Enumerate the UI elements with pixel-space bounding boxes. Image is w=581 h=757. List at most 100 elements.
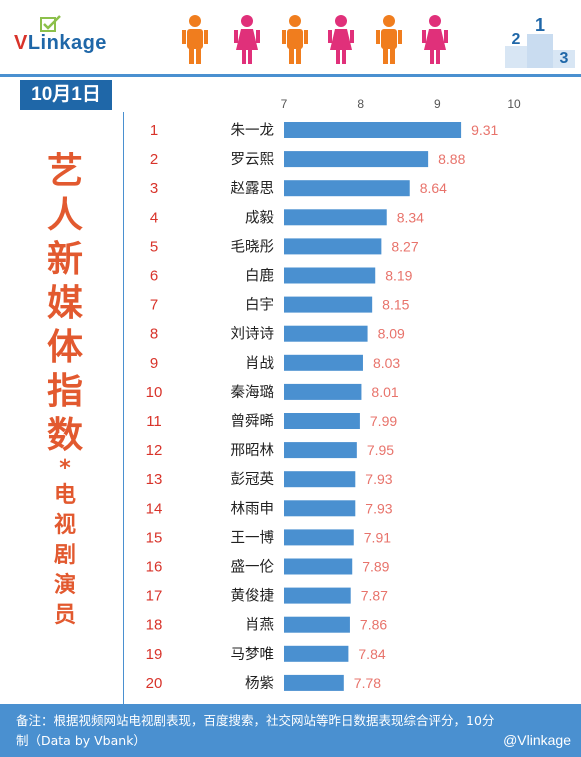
rank-label: 8	[150, 326, 158, 343]
bar	[284, 645, 349, 662]
female-figure-icon	[234, 15, 260, 64]
weibo-handle: @Vlinkage	[503, 732, 571, 748]
x-tick-label: 8	[357, 97, 364, 111]
value-label: 8.88	[438, 151, 465, 167]
title-char: 新	[46, 239, 83, 280]
rank-label: 12	[146, 442, 163, 459]
artist-name-label: 邢昭林	[231, 442, 275, 459]
podium-icon: 1 2 3	[505, 16, 575, 68]
value-label: 8.27	[391, 238, 418, 254]
x-tick-label: 9	[434, 97, 441, 111]
bar	[284, 383, 362, 400]
x-tick-label: 7	[281, 97, 288, 111]
bar	[284, 238, 382, 255]
rank-label: 13	[146, 471, 163, 488]
x-tick-label: 10	[507, 97, 521, 111]
artist-name-label: 马梦唯	[231, 646, 275, 663]
svg-text:2: 2	[512, 31, 521, 48]
rank-label: 9	[150, 355, 158, 372]
value-label: 8.01	[371, 384, 398, 400]
artist-name-label: 刘诗诗	[231, 326, 275, 343]
rank-label: 16	[146, 559, 163, 576]
title-char: 人	[46, 195, 83, 236]
artist-name-label: 罗云熙	[231, 152, 275, 168]
subtitle-char: 视	[53, 513, 76, 538]
svg-text:3: 3	[560, 50, 569, 67]
divider-line	[123, 112, 124, 704]
value-label: 7.86	[360, 617, 387, 633]
artist-name-label: 白宇	[245, 297, 274, 314]
male-figure-icon	[282, 15, 308, 64]
artist-name-label: 秦海璐	[231, 384, 275, 401]
value-label: 9.31	[471, 122, 498, 138]
value-label: 7.87	[361, 588, 388, 604]
bar	[284, 325, 368, 342]
rank-label: 3	[150, 180, 158, 197]
rank-label: 18	[146, 617, 163, 634]
artist-name-label: 杨紫	[245, 675, 274, 692]
value-label: 7.78	[354, 675, 381, 691]
footer: 备注：根据视频网站电视剧表现，百度搜索，社交网站等昨日数据表现综合评分，10分制…	[0, 704, 581, 757]
rank-label: 17	[146, 588, 163, 605]
logo-link: Link	[27, 32, 71, 54]
bar	[284, 442, 357, 459]
subtitle-char: 员	[53, 603, 76, 628]
title-char: 指	[46, 371, 83, 412]
artist-name-label: 彭冠英	[231, 470, 275, 488]
value-label: 7.99	[370, 413, 397, 429]
bar	[284, 558, 353, 575]
subtitle-char: 电	[53, 483, 76, 508]
rank-label: 19	[146, 646, 163, 663]
bar	[284, 674, 344, 691]
bar	[284, 471, 356, 488]
rank-label: 2	[150, 151, 158, 168]
female-figure-icon	[328, 15, 354, 64]
header-divider	[0, 74, 581, 77]
bar	[284, 151, 429, 168]
value-label: 7.95	[367, 442, 394, 458]
bar	[284, 296, 373, 313]
bar	[284, 122, 462, 138]
artist-name-label: 曾舜晞	[231, 413, 275, 430]
artist-name-label: 林雨申	[231, 500, 275, 517]
bar	[284, 616, 350, 633]
female-figure-icon	[422, 15, 448, 64]
brand-logo: VLinkage	[14, 32, 107, 55]
title-char: 数	[46, 415, 83, 456]
rank-label: 1	[150, 122, 158, 139]
rank-label: 4	[150, 209, 158, 226]
bar	[284, 529, 354, 546]
subtitle-char: 演	[53, 573, 76, 598]
header: VLinkage 1 2 3	[0, 0, 581, 72]
logo-age: age	[70, 32, 107, 54]
rank-label: 15	[146, 529, 163, 546]
rank-label: 10	[146, 384, 163, 401]
bar	[284, 267, 376, 284]
artist-name-label: 赵露思	[231, 180, 275, 197]
artist-name-label: 盛一伦	[231, 559, 275, 576]
value-label: 8.64	[420, 180, 447, 196]
logo-check-icon	[40, 15, 61, 32]
value-label: 7.89	[362, 559, 389, 575]
artist-name-label: 黄俊捷	[231, 588, 275, 605]
bar	[284, 209, 387, 226]
male-figure-icon	[376, 15, 402, 64]
value-label: 7.93	[365, 500, 392, 516]
title-char: 体	[46, 327, 83, 368]
bar	[284, 587, 351, 604]
rank-label: 6	[150, 268, 158, 285]
date-label: 10月1日	[20, 80, 112, 110]
rank-label: 14	[146, 500, 163, 517]
value-label: 8.09	[378, 326, 405, 342]
male-figure-icon	[182, 15, 208, 64]
rank-label: 11	[146, 413, 162, 430]
chart-title: 艺 人 新 媒 体 指 数 * 电 视 剧 演 员	[40, 150, 90, 630]
artist-name-label: 成毅	[245, 209, 274, 226]
rank-label: 7	[150, 297, 158, 314]
value-label: 8.34	[397, 209, 424, 225]
rank-label: 5	[150, 238, 158, 255]
title-star: *	[59, 456, 71, 481]
subtitle-char: 剧	[53, 543, 76, 568]
bar	[284, 354, 363, 371]
value-label: 7.91	[364, 529, 391, 545]
